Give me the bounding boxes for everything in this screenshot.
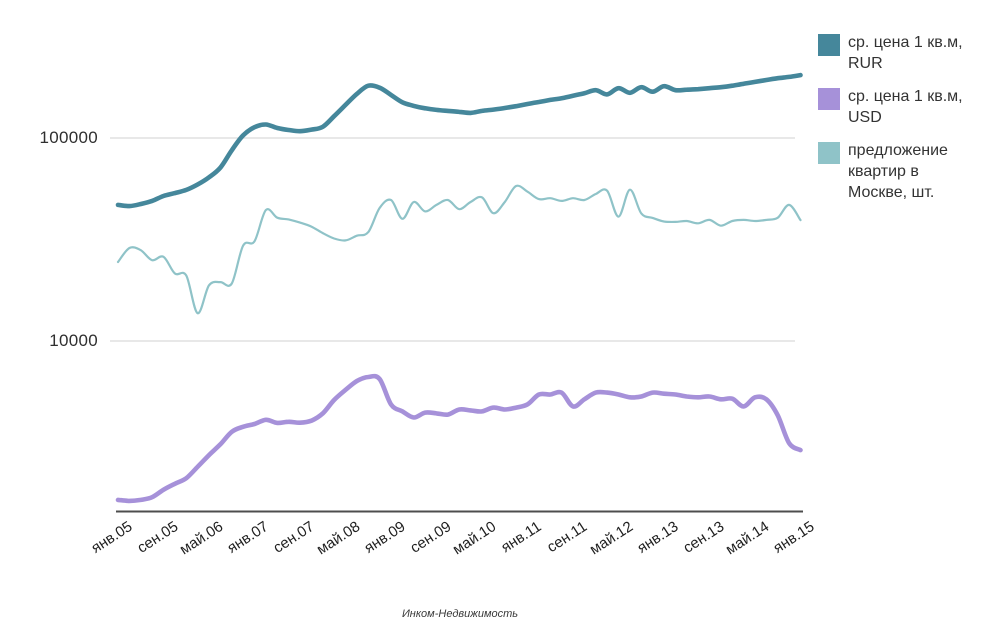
usd-price-line: [115, 373, 803, 504]
legend-swatch-rur: [818, 34, 840, 56]
legend: ср. цена 1 кв.м, RUR ср. цена 1 кв.м, USD…: [818, 32, 996, 215]
legend-label: предложение квартир в Москве, шт.: [848, 142, 948, 201]
rur-price-line: [115, 72, 803, 209]
legend-item-supply: предложение квартир в Москве, шт.: [818, 140, 996, 203]
legend-item-rur: ср. цена 1 кв.м, RUR: [818, 32, 996, 74]
legend-item-usd: ср. цена 1 кв.м, USD: [818, 86, 996, 128]
source-caption: Инком-Недвижимость: [401, 608, 519, 620]
legend-label: ср. цена 1 кв.м, RUR: [848, 34, 963, 72]
legend-swatch-usd: [818, 88, 840, 110]
legend-swatch-supply: [818, 142, 840, 164]
supply-line: [116, 184, 802, 315]
y-axis-label-100000: 100000: [39, 128, 98, 147]
legend-label: ср. цена 1 кв.м, USD: [848, 88, 963, 126]
y-axis-label-10000: 10000: [49, 331, 98, 350]
